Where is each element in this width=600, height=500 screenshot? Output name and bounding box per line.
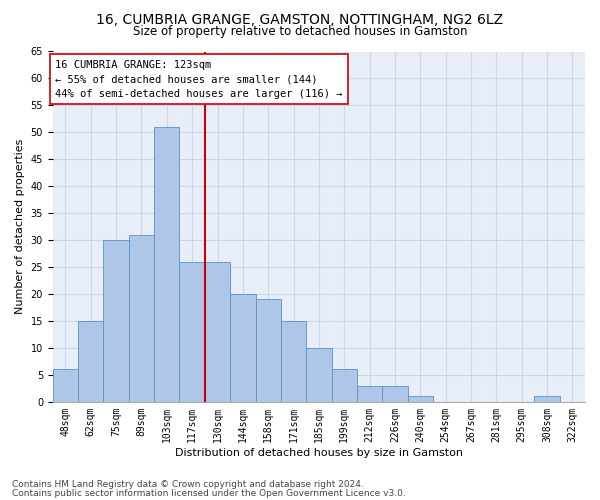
Bar (357, 386, 382, 402)
Bar (179, 262, 205, 402)
Bar (103, 240, 129, 402)
Bar (205, 262, 230, 402)
Bar (332, 370, 357, 402)
Bar (306, 348, 332, 402)
Text: Contains public sector information licensed under the Open Government Licence v3: Contains public sector information licen… (12, 489, 406, 498)
Bar (154, 127, 179, 402)
Bar (382, 386, 407, 402)
Bar (53, 370, 78, 402)
Bar (535, 396, 560, 402)
Text: Contains HM Land Registry data © Crown copyright and database right 2024.: Contains HM Land Registry data © Crown c… (12, 480, 364, 489)
Bar (129, 235, 154, 402)
Bar (256, 300, 281, 402)
X-axis label: Distribution of detached houses by size in Gamston: Distribution of detached houses by size … (175, 448, 463, 458)
Y-axis label: Number of detached properties: Number of detached properties (15, 139, 25, 314)
Bar (230, 294, 256, 402)
Bar (407, 396, 433, 402)
Bar (281, 321, 306, 402)
Text: 16, CUMBRIA GRANGE, GAMSTON, NOTTINGHAM, NG2 6LZ: 16, CUMBRIA GRANGE, GAMSTON, NOTTINGHAM,… (97, 12, 503, 26)
Bar (78, 321, 103, 402)
Text: Size of property relative to detached houses in Gamston: Size of property relative to detached ho… (133, 25, 467, 38)
Text: 16 CUMBRIA GRANGE: 123sqm
← 55% of detached houses are smaller (144)
44% of semi: 16 CUMBRIA GRANGE: 123sqm ← 55% of detac… (55, 60, 343, 99)
